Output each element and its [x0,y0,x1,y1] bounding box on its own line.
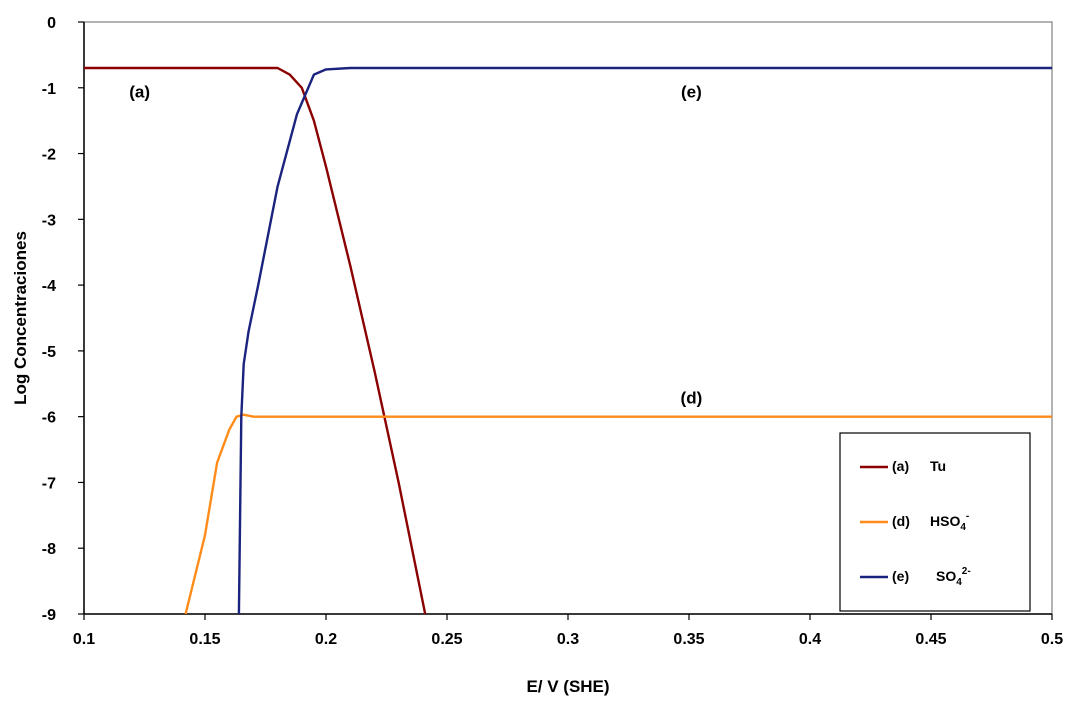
y-tick-label: -2 [42,147,56,164]
series-annotation: (d) [681,389,703,408]
x-tick-label: 0.35 [673,631,704,648]
y-tick-label: -3 [42,212,56,229]
series-line-0 [84,66,427,615]
legend-label-superscript: 2- [962,566,971,577]
y-tick-label: -7 [42,475,56,492]
y-tick-label: -9 [42,607,56,624]
legend-label-text: SO [936,568,956,584]
y-tick-label: -4 [42,278,56,295]
y-tick-label: 0 [47,15,56,32]
x-tick-label: 0.25 [431,631,462,648]
y-tick-label: -1 [42,81,56,98]
y-axis-title: Log Concentraciones [11,231,30,405]
series-line-2 [237,66,1052,615]
plot-lines [84,66,1052,615]
x-axis-title: E/ V (SHE) [526,677,609,696]
legend: (a) Tu(d) HSO4-(e) SO42- [839,432,1031,612]
y-tick-label: -5 [42,344,56,361]
legend-label: HSO4- [930,511,969,533]
x-tick-label: 0.5 [1041,631,1063,648]
legend-label-text: HSO [930,513,960,529]
legend-label: SO42- [936,566,971,588]
legend-label-text: Tu [930,458,946,474]
x-tick-label: 0.1 [73,631,95,648]
series-annotation: (e) [681,83,702,102]
legend-label-superscript: - [966,511,969,522]
series-line-1 [184,413,1052,615]
series-annotation: (a) [129,83,150,102]
legend-label-subscript: 4 [956,577,962,588]
legend-key: (d) [892,513,910,529]
legend-key: (a) [892,458,909,474]
annotations: (a) (e) (d) [129,83,702,408]
x-tick-label: 0.3 [557,631,579,648]
x-tick-label: 0.2 [315,631,337,648]
y-tick-label: -6 [42,410,56,427]
legend-label-subscript: 4 [960,522,966,533]
axes: 0-1-2-3-4-5-6-7-8-90.1 0.15 0.2 0.25 0.3 0.35… [42,15,1063,648]
legend-key: (e) [892,568,909,584]
x-tick-label: 0.15 [189,631,220,648]
x-tick-label: 0.45 [915,631,946,648]
legend-label: Tu [930,458,946,474]
y-tick-label: -8 [42,541,56,558]
x-tick-label: 0.4 [799,631,821,648]
